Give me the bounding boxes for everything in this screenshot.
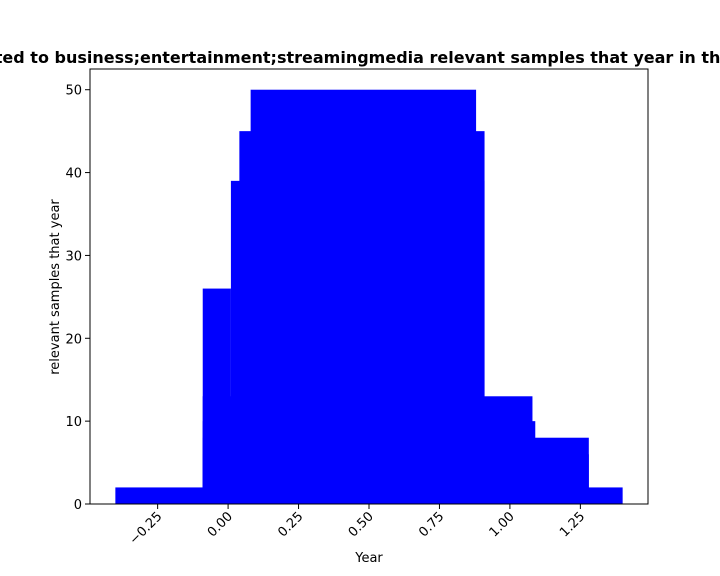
bar-5 [202, 288, 231, 504]
y-tick-label: 40 [65, 167, 82, 182]
y-tick-label: 20 [65, 332, 82, 347]
y-tick-label: 0 [74, 498, 82, 513]
y-axis-ticks: 0 10 20 30 40 50 [65, 84, 90, 513]
bar-8 [250, 89, 477, 504]
y-tick-label: 50 [65, 84, 82, 99]
bars-group [115, 89, 623, 504]
y-tick-label: 30 [65, 249, 82, 264]
y-axis-label: relevant samples that year [48, 199, 63, 375]
y-tick-label: 10 [65, 415, 82, 430]
x-axis-label: Year [354, 551, 383, 566]
chart-title: Year related to business;entertainment;s… [0, 48, 720, 67]
